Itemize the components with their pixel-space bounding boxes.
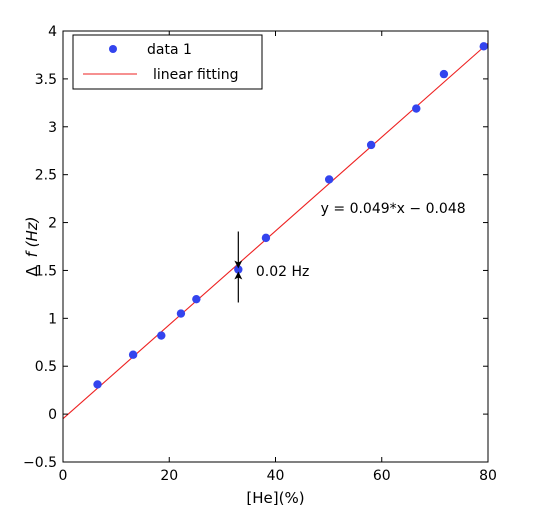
annotations-layer: y = 0.049*x − 0.048 0.02 Hz (234, 201, 466, 303)
y-axis-label-symbol: Δ (23, 265, 41, 276)
data-point (176, 309, 186, 318)
y-tick-label: 0 (48, 407, 57, 423)
plot-background (63, 31, 488, 462)
data-point (412, 104, 421, 113)
y-tick-label: 0.5 (35, 359, 57, 375)
y-tick-label: 3.5 (35, 72, 57, 88)
y-tick-label: 2.5 (35, 168, 57, 184)
y-tick-label: −0.5 (23, 455, 57, 471)
plot-area (63, 31, 488, 462)
y-tick-label: 1 (48, 311, 57, 327)
x-axis-label: [He](%) (246, 489, 304, 507)
y-axis-label-text: f (Hz) (23, 217, 41, 258)
y-tick-label: 4 (48, 24, 57, 40)
data-point (261, 233, 271, 243)
legend-label-data-1: data 1 (147, 42, 192, 58)
data-point (479, 42, 488, 51)
x-tick-label: 80 (479, 468, 497, 484)
data-point (192, 294, 201, 304)
data-point (234, 265, 243, 274)
data-point (157, 331, 166, 340)
legend-marker-data-1 (109, 45, 117, 53)
data-point (324, 175, 334, 184)
legend-box (72, 34, 263, 90)
gap-annotation: 0.02 Hz (256, 264, 310, 280)
data-point (128, 350, 138, 359)
y-axis-label: Δ f (Hz) (23, 217, 41, 277)
x-tick-label: 40 (267, 468, 285, 484)
data-point (93, 380, 102, 389)
fit-equation-annotation: y = 0.049*x − 0.048 (321, 201, 466, 217)
x-tick-label: 60 (373, 468, 391, 484)
y-tick-label: 1.5 (35, 263, 57, 279)
y-tick-label: 2 (48, 216, 57, 232)
y-tick-label: 3 (48, 120, 57, 136)
axes-layer: 0 20 40 60 80−0.500.511.522.533.54 (23, 24, 497, 484)
legend: data 1 linear fitting (72, 34, 263, 90)
data-point (366, 140, 376, 150)
x-tick-label: 20 (160, 468, 178, 484)
x-tick-label: 0 (59, 468, 68, 484)
legend-label-linear-fitting: linear fitting (153, 67, 239, 83)
data-point (439, 69, 449, 79)
